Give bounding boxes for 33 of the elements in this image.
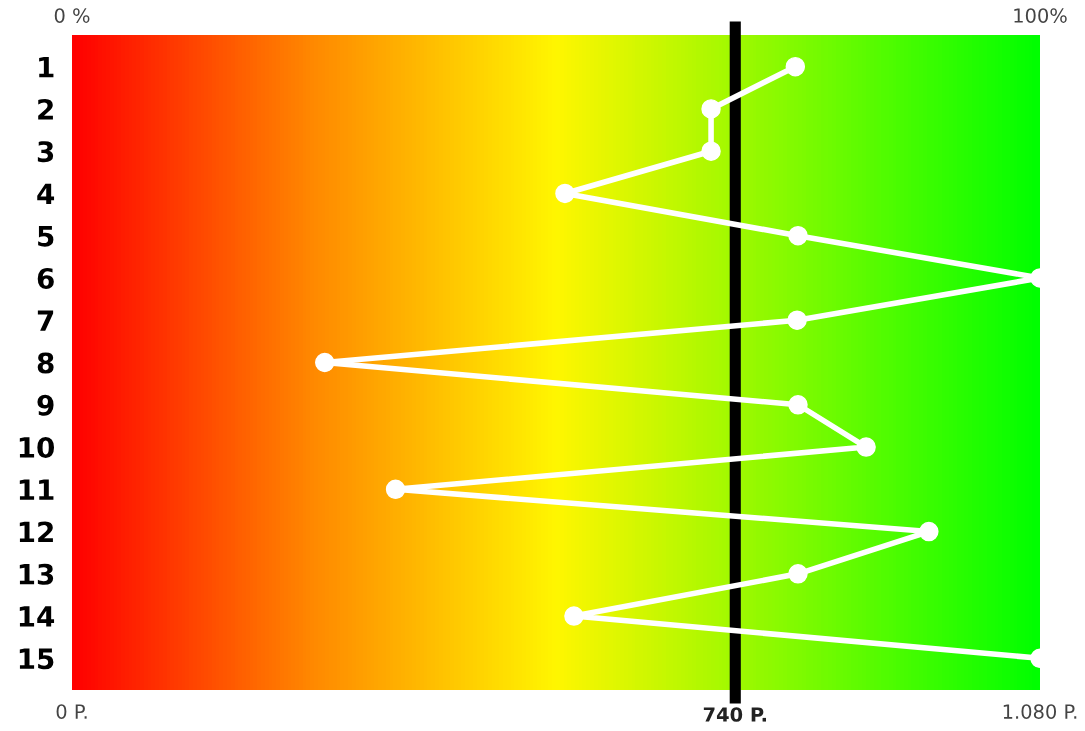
y-tick-label: 2 — [38, 98, 53, 120]
x2-tick-label: 0 % — [54, 8, 90, 23]
y-tick-label: 7 — [37, 310, 54, 331]
y-tick-label: 10 — [19, 436, 55, 458]
y-tick-label: 15 — [19, 648, 54, 670]
x-tick-label: 1.080 P. — [1003, 704, 1077, 719]
y-tick-label: 6 — [37, 267, 54, 289]
point — [701, 141, 721, 161]
point — [856, 437, 876, 457]
y-tick-label: 12 — [19, 521, 53, 543]
y-tick-label: 1 — [39, 57, 54, 78]
point — [315, 352, 335, 373]
point — [788, 564, 808, 584]
y-tick-label: 8 — [37, 352, 54, 374]
y-tick-label: 4 — [37, 183, 55, 205]
x2-tick-label: 100% — [1014, 8, 1067, 23]
x-tick-label: 0 P. — [56, 704, 87, 719]
ref-line-label: 740 P. — [703, 707, 766, 722]
point — [788, 395, 808, 415]
point — [385, 479, 406, 499]
y-tick-label: 3 — [37, 141, 54, 163]
point — [919, 521, 939, 542]
point — [787, 310, 807, 330]
y-tick-label: 5 — [38, 226, 54, 247]
y-tick-label: 14 — [19, 606, 55, 627]
point — [788, 226, 808, 246]
point — [555, 183, 575, 204]
point — [701, 99, 721, 119]
y-tick-label: 9 — [37, 394, 54, 416]
point — [564, 606, 584, 626]
y-tick-label: 13 — [19, 563, 54, 585]
point — [785, 56, 806, 77]
y-tick-label: 11 — [19, 479, 54, 500]
